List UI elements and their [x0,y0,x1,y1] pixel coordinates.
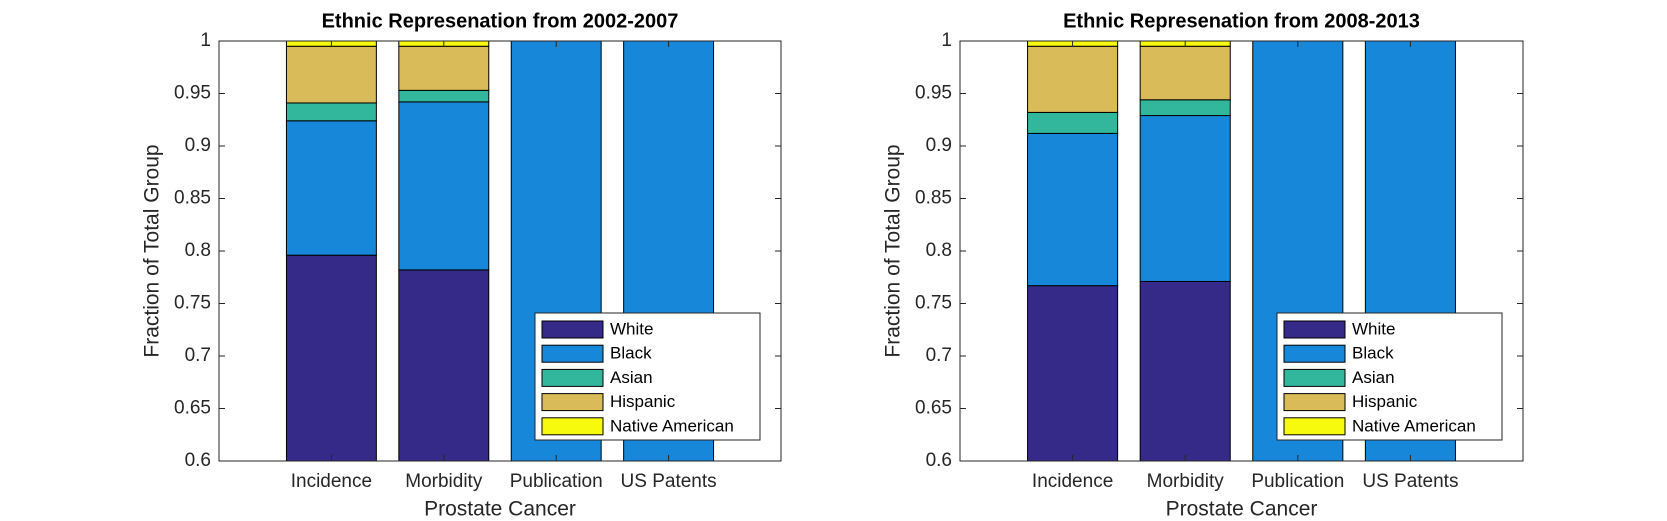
legend-swatch [1283,344,1346,363]
bar-segment [398,45,490,91]
axes-box [959,40,1524,462]
y-tick-label: 0.85 [174,188,211,209]
y-axis-label: Fraction of Total Group [882,144,905,357]
x-tick-label: Incidence [1032,471,1113,492]
x-tick-label: Morbidity [405,471,483,492]
legend-label: Hispanic [610,392,676,411]
legend-swatch [1283,368,1346,387]
y-tick-label: 1 [200,30,211,51]
y-tick-label: 0.9 [185,135,211,156]
legend-label: Asian [610,368,653,387]
x-axis-label: Prostate Cancer [424,498,576,521]
legend: White Black Asian Hispanic Native American [1276,312,1503,441]
bar-segment [285,254,377,461]
y-tick-label: 0.95 [915,83,952,104]
bar-segment [1027,285,1119,461]
bar-segment [398,89,490,103]
bar-segment [1139,45,1231,101]
y-tick-label: 0.8 [926,240,952,261]
y-tick-label: 1 [941,30,952,51]
y-tick-label: 0.65 [174,398,211,419]
bar-segment [1139,99,1231,117]
chart: 0.6 0.65 0.7 0.75 0.8 0.85 0.9 0.95 1 Incidence Mo… [141,10,782,521]
bar-segment [1139,115,1231,282]
bar-segment [1027,132,1119,287]
x-tick-label: Publication [510,471,603,492]
bar-segment [285,120,377,256]
y-tick-label: 0.6 [185,450,211,471]
bar-segment [1252,41,1344,461]
legend-swatch [541,344,604,363]
x-tick-label: Incidence [291,471,372,492]
bar-segment [1364,41,1456,461]
legend-label: Black [610,344,652,363]
y-tick-label: 0.75 [915,293,952,314]
y-tick-label: 0.95 [174,83,211,104]
chart: 0.6 0.65 0.7 0.75 0.8 0.85 0.9 0.95 1 Incidence Mo… [882,10,1524,521]
y-tick-label: 0.7 [185,345,211,366]
chart-title: Ethnic Represenation from 2002-2007 [322,10,679,32]
bar-segment [510,41,602,461]
y-tick-label: 0.8 [185,240,211,261]
axes-box [218,40,782,462]
legend-label: Asian [1352,368,1395,387]
legend-swatch [1283,320,1346,339]
x-axis-label: Prostate Cancer [1166,498,1318,521]
legend-swatch [541,320,604,339]
legend: White Black Asian Hispanic Native American [534,312,761,441]
y-tick-label: 0.9 [926,135,952,156]
legend-label: White [610,319,653,338]
bar-segment [1027,111,1119,134]
x-tick-label: US Patents [621,471,717,492]
legend-swatch [541,393,604,412]
chart-title: Ethnic Represenation from 2008-2013 [1063,10,1420,32]
y-tick-label: 0.65 [915,398,952,419]
legend-label: Hispanic [1352,392,1418,411]
bar-segment [398,101,490,271]
y-tick-label: 0.85 [915,188,952,209]
legend-label: Native American [610,416,734,435]
bar-segment [285,45,377,104]
x-tick-label: Publication [1251,471,1344,492]
x-tick-label: Morbidity [1147,471,1225,492]
legend-label: Black [1352,344,1394,363]
legend-label: Native American [1352,416,1476,435]
bars [285,41,715,461]
y-tick-label: 0.6 [926,450,952,471]
y-axis-label: Fraction of Total Group [141,144,164,357]
bar-segment [1027,45,1119,113]
legend-swatch [1283,417,1346,436]
legend-swatch [1283,393,1346,412]
y-tick-label: 0.7 [926,345,952,366]
legend-label: White [1352,319,1395,338]
legend-swatch [541,417,604,436]
legend-swatch [541,368,604,387]
y-tick-label: 0.75 [174,293,211,314]
bar-segment [285,102,377,122]
bar-segment [623,41,715,461]
bar-segment [398,269,490,461]
x-tick-label: US Patents [1362,471,1458,492]
